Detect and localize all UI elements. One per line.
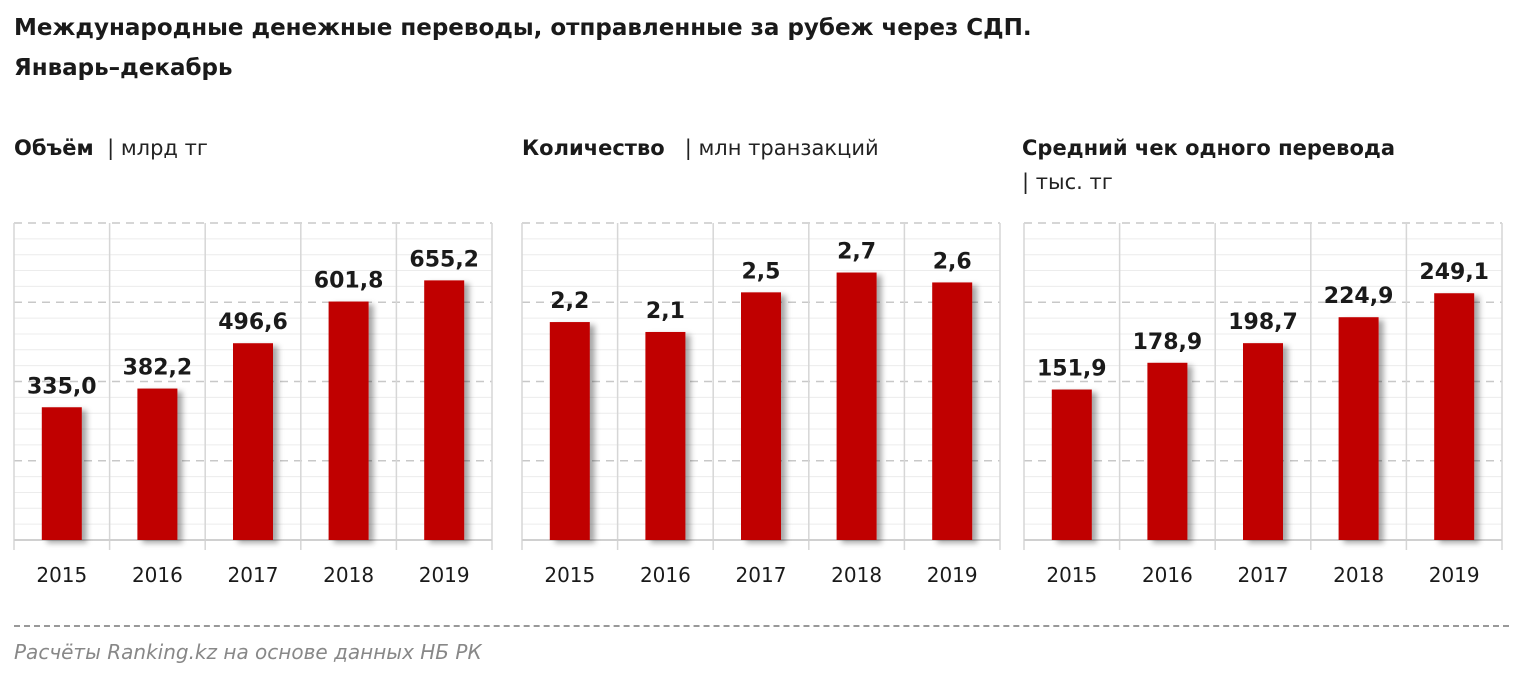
panel-title-text: Количество xyxy=(522,136,665,160)
data-label: 335,0 xyxy=(27,374,97,399)
bar-2017 xyxy=(233,343,273,540)
title-line-2: Январь–декабрь xyxy=(14,55,233,81)
volume-chart: 335,0 2015 382,2 2016 496,6 2017 601,8 2018 655,… xyxy=(13,222,493,587)
panel-title-text: Объём xyxy=(14,136,94,160)
x-tick-label: 2018 xyxy=(1333,563,1384,587)
data-label: 151,9 xyxy=(1037,357,1107,382)
data-label: 2,6 xyxy=(933,249,972,274)
bar-2018 xyxy=(328,301,369,540)
x-tick-label: 2016 xyxy=(132,563,183,587)
bar-2019 xyxy=(932,282,973,540)
data-label: 198,7 xyxy=(1228,310,1298,335)
x-tick-label: 2019 xyxy=(1429,563,1480,587)
data-label: 601,8 xyxy=(314,269,384,294)
x-tick-label: 2016 xyxy=(640,563,691,587)
x-tick-label: 2018 xyxy=(831,563,882,587)
title-line-1: Международные денежные переводы, отправл… xyxy=(14,15,1032,41)
data-label: 496,6 xyxy=(218,310,288,335)
data-label: 249,1 xyxy=(1419,260,1489,285)
x-tick-label: 2017 xyxy=(228,563,279,587)
data-label: 382,2 xyxy=(123,356,193,381)
panel-title-text: Средний чек одного перевода xyxy=(1022,136,1396,160)
bar-2019 xyxy=(424,280,465,540)
bar-2016 xyxy=(645,331,686,540)
bar-2015 xyxy=(1051,389,1092,540)
panel-unit: | млрд тг xyxy=(107,136,208,160)
data-label: 178,9 xyxy=(1133,330,1203,355)
panel-title-average: Средний чек одного перевода | тыс. тг xyxy=(1022,131,1502,199)
x-tick-label: 2015 xyxy=(36,563,87,587)
main-title: Международные денежные переводы, отправл… xyxy=(14,8,1414,88)
bar-2017 xyxy=(741,292,781,540)
bar-2017 xyxy=(1243,343,1283,540)
data-label: 2,5 xyxy=(742,259,781,284)
panel-title-count: Количество | млн транзакций xyxy=(522,131,879,165)
bar-2015 xyxy=(41,407,82,540)
x-tick-label: 2015 xyxy=(544,563,595,587)
x-tick-label: 2015 xyxy=(1046,563,1097,587)
source-note: Расчёты Ranking.kz на основе данных НБ Р… xyxy=(14,640,482,664)
x-tick-label: 2018 xyxy=(323,563,374,587)
x-tick-label: 2019 xyxy=(927,563,978,587)
bar-2018 xyxy=(1338,317,1379,540)
data-label: 2,7 xyxy=(837,240,876,265)
x-tick-label: 2017 xyxy=(736,563,787,587)
bar-2016 xyxy=(1147,362,1188,540)
x-tick-label: 2017 xyxy=(1238,563,1289,587)
count-chart: 2,2 2015 2,1 2016 2,5 2017 2,7 2018 2,6 2019 xyxy=(521,222,1001,587)
panel-unit: | тыс. тг xyxy=(1022,170,1113,194)
x-tick-label: 2016 xyxy=(1142,563,1193,587)
data-label: 2,1 xyxy=(646,299,685,324)
bar-2018 xyxy=(836,272,877,540)
x-tick-label: 2019 xyxy=(419,563,470,587)
panel-title-volume: Объём | млрд тг xyxy=(14,131,208,165)
bar-2016 xyxy=(137,388,178,540)
panel-unit: | млн транзакций xyxy=(684,136,879,160)
footer-divider xyxy=(14,625,1509,627)
data-label: 655,2 xyxy=(409,247,479,272)
bar-2015 xyxy=(549,322,590,540)
average-check-chart: 151,9 2015 178,9 2016 198,7 2017 224,9 2018 249,… xyxy=(1023,222,1503,587)
data-label: 224,9 xyxy=(1324,284,1394,309)
bar-2019 xyxy=(1434,293,1475,540)
data-label: 2,2 xyxy=(550,289,589,314)
